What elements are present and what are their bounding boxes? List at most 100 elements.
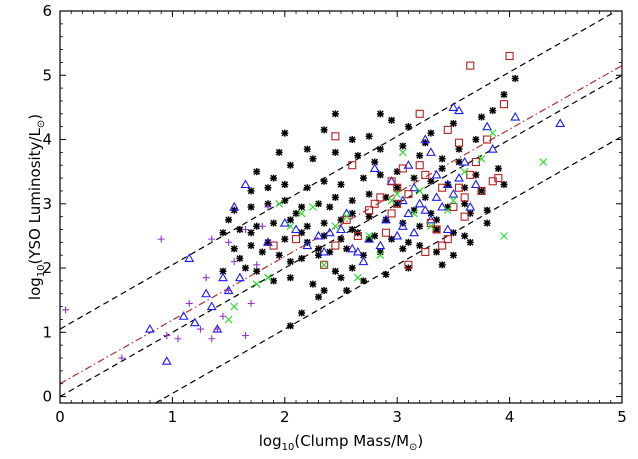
y-tick-label: 4	[42, 131, 52, 149]
point-asterisk	[292, 209, 300, 217]
point-asterisk	[303, 145, 311, 153]
point-asterisk	[388, 116, 396, 124]
point-triangle	[352, 246, 363, 256]
point-asterisk	[438, 261, 446, 269]
point-triangle	[465, 201, 476, 211]
point-square	[438, 183, 447, 192]
point-asterisk	[264, 184, 272, 192]
point-plus	[219, 312, 227, 320]
point-asterisk	[461, 232, 469, 240]
point-square	[348, 161, 357, 170]
point-asterisk	[303, 184, 311, 192]
point-asterisk	[393, 200, 401, 208]
x-tick-label: 2	[280, 408, 290, 426]
point-asterisk	[410, 206, 418, 214]
point-triangle	[291, 224, 301, 234]
point-x	[376, 251, 385, 260]
point-square	[291, 235, 301, 244]
point-asterisk	[225, 216, 233, 224]
point-asterisk	[359, 174, 367, 182]
point-asterisk	[247, 229, 255, 237]
point-square	[331, 132, 340, 141]
point-asterisk	[281, 197, 289, 205]
point-triangle	[454, 105, 464, 115]
point-asterisk	[315, 200, 323, 208]
point-square	[499, 100, 509, 109]
point-x	[460, 167, 469, 176]
point-square	[365, 206, 374, 215]
point-asterisk	[281, 129, 289, 137]
point-asterisk	[444, 203, 452, 211]
point-plus	[213, 325, 221, 333]
point-plus	[208, 335, 216, 343]
point-square	[505, 51, 514, 61]
y-tick-label: 2	[42, 259, 52, 277]
point-x	[427, 222, 435, 231]
point-triangle	[431, 169, 442, 179]
point-triangle	[420, 134, 431, 144]
point-triangle	[403, 208, 414, 217]
point-asterisk	[382, 270, 390, 278]
point-triangle	[336, 224, 346, 234]
point-square	[415, 109, 424, 118]
point-asterisk	[337, 235, 345, 243]
point-square	[443, 125, 452, 134]
point-asterisk	[455, 145, 463, 153]
point-triangle	[431, 192, 442, 201]
point-asterisk	[315, 251, 323, 259]
point-asterisk	[494, 164, 502, 172]
point-asterisk	[472, 171, 480, 179]
point-asterisk	[427, 209, 435, 217]
point-asterisk	[500, 181, 508, 189]
point-asterisk	[326, 203, 334, 211]
point-square	[415, 161, 424, 170]
point-asterisk	[404, 238, 412, 246]
point-x	[275, 199, 284, 208]
point-asterisk	[247, 242, 255, 250]
point-asterisk	[320, 232, 328, 240]
point-asterisk	[286, 161, 294, 169]
point-asterisk	[416, 242, 424, 250]
point-asterisk	[348, 209, 356, 217]
point-x	[252, 280, 261, 289]
point-plus	[258, 222, 266, 230]
point-asterisk	[421, 193, 429, 201]
point-asterisk	[331, 148, 339, 156]
point-asterisk	[388, 235, 396, 243]
point-plus	[197, 325, 204, 333]
point-asterisk	[365, 190, 373, 198]
point-asterisk	[298, 309, 306, 317]
point-asterisk	[286, 322, 294, 330]
point-triangle	[375, 240, 386, 250]
point-asterisk	[315, 293, 323, 301]
point-square	[443, 235, 452, 244]
point-asterisk	[382, 216, 390, 224]
point-triangle	[459, 156, 470, 166]
point-triangle	[240, 179, 251, 189]
point-x	[342, 212, 351, 221]
point-triangle	[229, 201, 240, 211]
axis-ticks: 0 1 2 3 4 5 0 1 2 3 4 5 6	[42, 2, 626, 426]
point-square	[387, 209, 396, 218]
point-asterisk	[219, 229, 227, 237]
point-square	[483, 135, 492, 144]
point-asterisk	[371, 232, 379, 240]
point-x	[297, 209, 306, 218]
point-asterisk	[286, 216, 294, 224]
point-asterisk	[253, 267, 261, 275]
point-triangle	[448, 102, 459, 111]
point-triangle	[218, 272, 228, 282]
point-asterisk	[399, 142, 407, 150]
point-triangle	[442, 224, 453, 234]
point-triangle	[448, 189, 459, 198]
point-triangle	[487, 144, 498, 153]
y-tick-label: 3	[42, 195, 52, 213]
point-triangle	[369, 163, 380, 172]
point-square	[376, 193, 385, 202]
point-asterisk	[449, 251, 457, 259]
point-asterisk	[483, 219, 491, 227]
point-triangle	[425, 147, 436, 156]
point-asterisk	[236, 225, 244, 233]
point-triangle	[414, 198, 425, 208]
